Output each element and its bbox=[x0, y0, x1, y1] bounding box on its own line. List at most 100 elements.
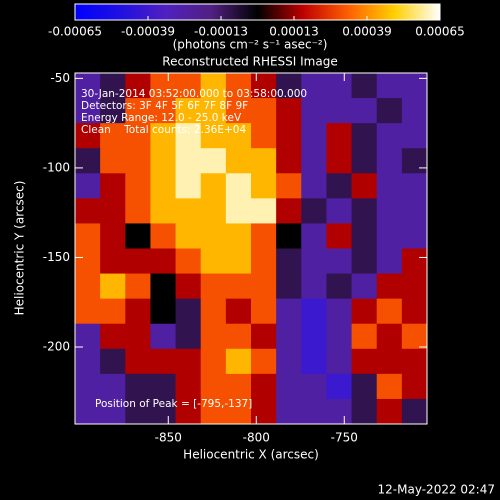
heatmap-cell bbox=[125, 173, 151, 199]
heatmap-cell bbox=[276, 148, 302, 174]
heatmap-cell bbox=[251, 173, 277, 199]
heatmap-cell bbox=[326, 223, 353, 249]
heatmap-cell bbox=[150, 398, 177, 425]
heatmap-cell bbox=[100, 248, 126, 275]
heatmap-cell bbox=[276, 398, 302, 425]
heatmap-cell bbox=[301, 273, 327, 300]
heatmap-cell bbox=[401, 223, 428, 249]
heatmap-cell bbox=[125, 348, 151, 375]
heatmap-cell bbox=[175, 73, 202, 99]
heatmap-cell bbox=[100, 323, 126, 350]
heatmap-cell bbox=[200, 123, 227, 149]
heatmap-cell bbox=[175, 223, 202, 249]
colorbar-tick-label: -0.00039 bbox=[121, 25, 175, 39]
heatmap-cell bbox=[100, 123, 126, 149]
heatmap-cell bbox=[75, 73, 101, 99]
heatmap-cell bbox=[301, 398, 327, 425]
heatmap-cell bbox=[225, 123, 252, 149]
heatmap-cell bbox=[376, 123, 403, 149]
heatmap-cell bbox=[376, 148, 403, 174]
heatmap-cell bbox=[251, 298, 277, 325]
heatmap-cell bbox=[225, 323, 252, 350]
heatmap-cell bbox=[351, 173, 378, 199]
colorbar-label: (photons cm⁻² s⁻¹ asec⁻²) bbox=[173, 38, 328, 52]
heatmap-cell bbox=[200, 323, 227, 350]
heatmap-cell bbox=[301, 173, 327, 199]
heatmap-cell bbox=[125, 298, 151, 325]
heatmap-cell bbox=[351, 398, 378, 425]
heatmap-cell bbox=[225, 348, 252, 375]
heatmap-cell bbox=[200, 398, 227, 425]
heatmap-cell bbox=[150, 248, 177, 275]
heatmap-cell bbox=[75, 98, 101, 124]
heatmap-cell bbox=[200, 198, 227, 224]
heatmap-cell bbox=[326, 173, 353, 199]
heatmap-cell bbox=[376, 73, 403, 99]
heatmap-cell bbox=[225, 373, 252, 400]
heatmap-cell bbox=[301, 248, 327, 275]
heatmap-cell bbox=[251, 123, 277, 149]
heatmap-cell bbox=[100, 273, 126, 300]
plot-frame bbox=[74, 72, 428, 425]
heatmap-cell bbox=[276, 323, 302, 350]
heatmap-cell bbox=[200, 73, 227, 99]
heatmap-cell bbox=[100, 398, 126, 425]
heatmap-cell bbox=[376, 273, 403, 300]
heatmap-cell bbox=[276, 348, 302, 375]
heatmap-cell bbox=[376, 198, 403, 224]
heatmap-cell bbox=[200, 373, 227, 400]
heatmap-cell bbox=[225, 248, 252, 275]
heatmap-cell bbox=[301, 123, 327, 149]
heatmap-cell bbox=[326, 323, 353, 350]
heatmap-cell bbox=[100, 198, 126, 224]
heatmap-cell bbox=[251, 73, 277, 99]
heatmap-cell bbox=[225, 198, 252, 224]
heatmap-cell bbox=[326, 148, 353, 174]
heatmap-cell bbox=[251, 198, 277, 224]
heatmap-cell bbox=[376, 373, 403, 400]
heatmap-cell bbox=[251, 148, 277, 174]
heatmap-cell bbox=[175, 123, 202, 149]
heatmap-cell bbox=[125, 223, 151, 249]
heatmap-cell bbox=[301, 198, 327, 224]
heatmap-cell bbox=[276, 373, 302, 400]
heatmap-cell bbox=[200, 98, 227, 124]
heatmap-cell bbox=[301, 73, 327, 99]
heatmap-cell bbox=[175, 273, 202, 300]
heatmap-cell bbox=[376, 398, 403, 425]
heatmap-cell bbox=[351, 148, 378, 174]
heatmap-cell bbox=[150, 223, 177, 249]
heatmap-cell bbox=[351, 373, 378, 400]
heatmap-cell bbox=[251, 223, 277, 249]
heatmap-cell bbox=[301, 223, 327, 249]
heatmap-cell bbox=[200, 348, 227, 375]
heatmap-cell bbox=[200, 173, 227, 199]
y-tick-label: -50 bbox=[50, 71, 70, 85]
heatmap-cell bbox=[150, 323, 177, 350]
heatmap-cell bbox=[75, 148, 101, 174]
heatmap-cell bbox=[276, 173, 302, 199]
colorbar-tick-label: -0.00065 bbox=[48, 25, 102, 39]
annotation: Energy Range: 12.0 - 25.0 keV bbox=[81, 112, 242, 124]
heatmap-cell bbox=[301, 98, 327, 124]
heatmap-cell bbox=[326, 123, 353, 149]
heatmap-cell bbox=[401, 273, 428, 300]
heatmap-cell bbox=[251, 373, 277, 400]
heatmap-cell bbox=[225, 98, 252, 124]
heatmap-cell bbox=[100, 373, 126, 400]
heatmap-cell bbox=[376, 248, 403, 275]
heatmap-cell bbox=[276, 248, 302, 275]
x-tick-label: -850 bbox=[155, 431, 182, 445]
colorbar-tick-label: 0.00065 bbox=[415, 25, 465, 39]
heatmap-cell bbox=[301, 148, 327, 174]
heatmap-cell bbox=[401, 173, 428, 199]
heatmap-cell bbox=[251, 248, 277, 275]
heatmap-cell bbox=[326, 373, 353, 400]
heatmap-cell bbox=[276, 73, 302, 99]
heatmap-cell bbox=[401, 198, 428, 224]
heatmap-cell bbox=[100, 298, 126, 325]
heatmap-cell bbox=[276, 123, 302, 149]
colorbar-tick-label: 0.00013 bbox=[269, 25, 319, 39]
heatmap-cell bbox=[376, 223, 403, 249]
heatmap-cell bbox=[376, 348, 403, 375]
